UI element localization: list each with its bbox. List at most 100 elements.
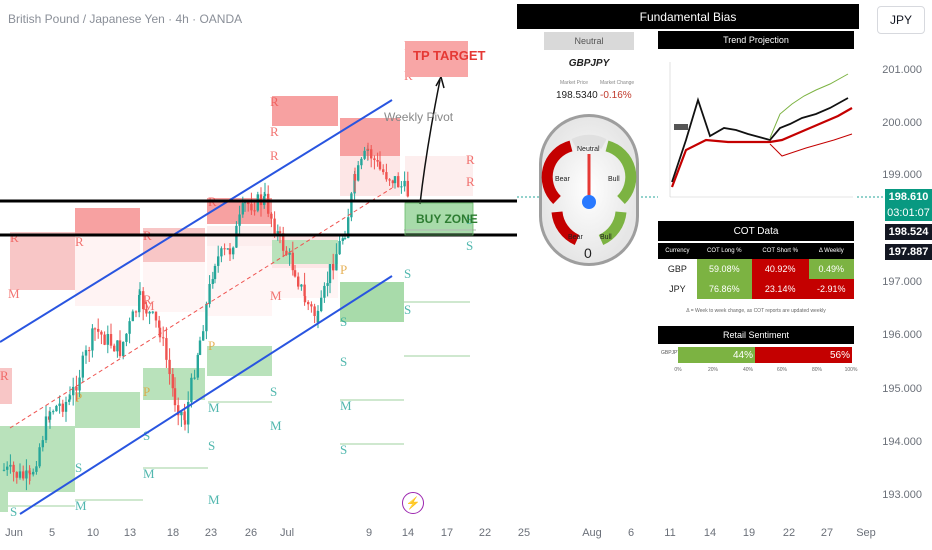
time-label: 14 bbox=[401, 527, 415, 539]
candle-body bbox=[100, 331, 103, 335]
price-label: 193.000 bbox=[882, 489, 922, 501]
pivot-marker: M bbox=[208, 400, 220, 415]
candle-body bbox=[134, 311, 138, 313]
candle-body bbox=[190, 377, 193, 402]
candle-body bbox=[103, 334, 106, 345]
candle-body bbox=[41, 440, 44, 448]
pivot-marker: P bbox=[208, 338, 215, 353]
candle-body bbox=[128, 321, 131, 334]
cot-short: 40.92% bbox=[751, 259, 809, 279]
candle-body bbox=[235, 225, 238, 248]
candle-body bbox=[88, 350, 91, 352]
supply-zone bbox=[0, 368, 12, 404]
candle-body bbox=[151, 311, 154, 313]
retail-tick: 80% bbox=[811, 367, 823, 373]
candle-body bbox=[382, 169, 385, 173]
candle-body bbox=[376, 160, 379, 162]
bias-badge: Neutral bbox=[544, 32, 634, 50]
lightning-icon[interactable]: ⚡ bbox=[402, 492, 424, 514]
candle-body bbox=[148, 311, 151, 314]
candle-body bbox=[106, 334, 109, 345]
candle-body bbox=[253, 210, 256, 212]
candle-body bbox=[213, 265, 217, 280]
market-price: 198.5340 bbox=[556, 90, 598, 101]
candle-body bbox=[250, 204, 253, 211]
pivot-marker: R bbox=[75, 234, 84, 249]
candle-body bbox=[78, 377, 81, 391]
candle-body bbox=[338, 240, 341, 255]
cot-data-header: COT Data bbox=[658, 221, 854, 241]
candle-body bbox=[285, 250, 288, 255]
candle-body bbox=[276, 231, 279, 234]
candle-body bbox=[25, 470, 28, 479]
candle-body bbox=[116, 340, 119, 352]
cot-long: 76.86% bbox=[696, 279, 752, 299]
fundamental-bias-header: Fundamental Bias bbox=[517, 4, 859, 29]
candle-body bbox=[171, 374, 174, 389]
pivot-marker: P bbox=[75, 390, 82, 405]
candle-body bbox=[145, 309, 148, 314]
candle-body bbox=[273, 218, 276, 234]
time-label: 27 bbox=[820, 527, 834, 539]
candle-body bbox=[350, 193, 353, 218]
channel-lower bbox=[19, 275, 393, 515]
cot-delta: 0.49% bbox=[808, 259, 854, 279]
supply-zone bbox=[75, 208, 140, 236]
cot-long: 59.08% bbox=[696, 259, 752, 279]
tp-target-label: TP TARGET bbox=[413, 48, 486, 63]
candle-body bbox=[328, 264, 332, 284]
pivot-marker: R bbox=[0, 368, 9, 383]
symbol-title: British Pound / Japanese Yen · 4h · OAND… bbox=[8, 12, 243, 26]
candle-body bbox=[385, 172, 388, 180]
candle-body bbox=[378, 161, 382, 170]
candle-body bbox=[142, 291, 145, 310]
retail-long-bar: 44% bbox=[678, 347, 755, 363]
price-label: 195.000 bbox=[882, 383, 922, 395]
candle-body bbox=[68, 395, 72, 400]
candle-body bbox=[370, 149, 373, 159]
candle-body bbox=[183, 420, 187, 425]
pivot-marker: P bbox=[143, 384, 150, 399]
candle-body bbox=[373, 158, 376, 161]
pivot-marker: S bbox=[75, 460, 82, 475]
channel-upper bbox=[0, 99, 393, 343]
candle-body bbox=[64, 401, 68, 412]
candle-body bbox=[291, 252, 294, 271]
candle-body bbox=[263, 193, 267, 197]
trend-projection-header: Trend Projection bbox=[658, 31, 854, 49]
candle-body bbox=[223, 248, 226, 250]
candle-body bbox=[6, 466, 9, 470]
candle-body bbox=[226, 248, 229, 250]
candle-body bbox=[247, 202, 250, 205]
candle-body bbox=[154, 311, 158, 321]
pivot-marker: S bbox=[340, 442, 347, 457]
supply-zone bbox=[10, 232, 75, 290]
demand-zone bbox=[207, 346, 272, 376]
price-label: 201.000 bbox=[882, 64, 922, 76]
pivot-marker: R bbox=[270, 148, 279, 163]
pivot-marker: S bbox=[270, 384, 277, 399]
table-row: GBP 59.08% 40.92% 0.49% bbox=[658, 259, 854, 279]
candle-body bbox=[391, 180, 394, 184]
candle-body bbox=[347, 217, 350, 239]
level-tag-1: 198.524 bbox=[885, 224, 932, 240]
candle-body bbox=[335, 254, 338, 271]
currency-button[interactable]: JPY bbox=[877, 6, 925, 34]
level-tag-2: 197.887 bbox=[885, 244, 932, 260]
pivot-marker: S bbox=[340, 354, 347, 369]
demand-zone bbox=[272, 240, 338, 264]
time-label: 18 bbox=[166, 527, 180, 539]
candle-body bbox=[307, 302, 310, 305]
candle-body bbox=[341, 238, 344, 241]
cot-col-long: COT Long % bbox=[696, 243, 752, 259]
candle-body bbox=[288, 252, 291, 255]
supply-zone bbox=[272, 96, 338, 126]
candle-body bbox=[138, 294, 141, 313]
time-label: Jun bbox=[5, 527, 23, 539]
zone-shade bbox=[143, 262, 205, 312]
channel-mid bbox=[9, 187, 393, 429]
pivot-marker: R bbox=[466, 152, 475, 167]
time-label: 14 bbox=[703, 527, 717, 539]
trend-projection-chart bbox=[658, 52, 856, 202]
